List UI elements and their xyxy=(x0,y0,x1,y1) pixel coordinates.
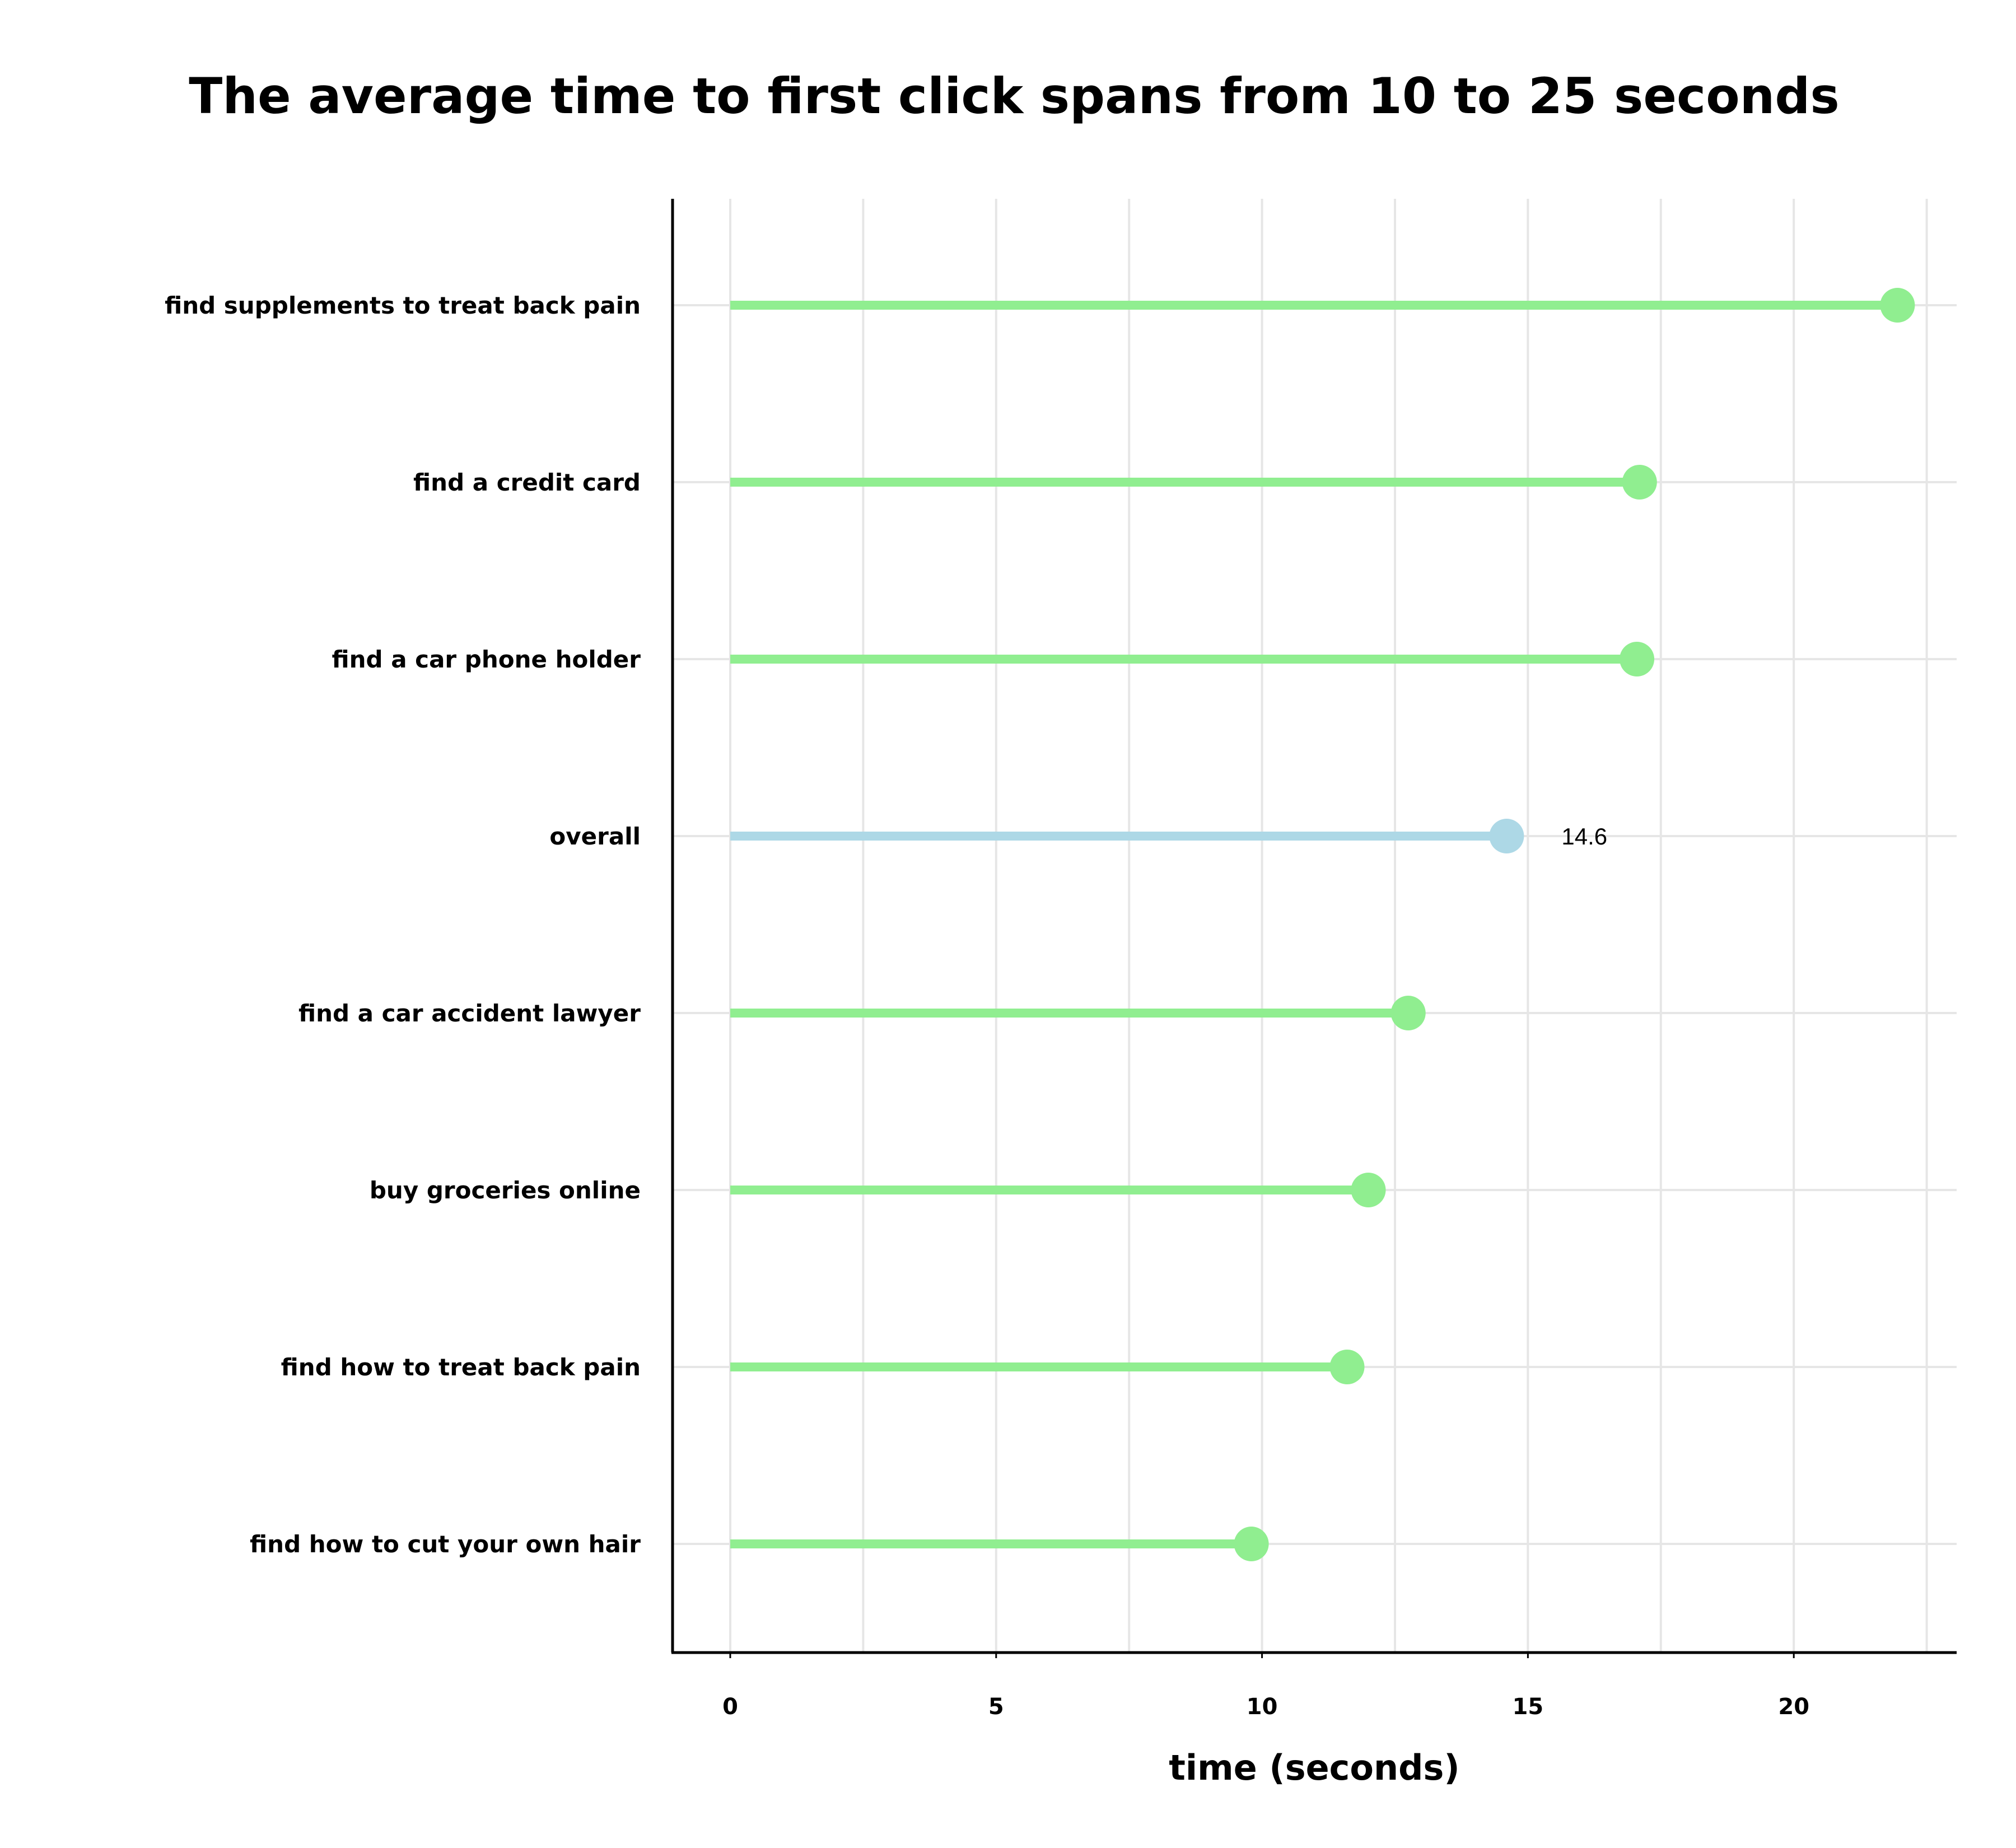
x-tick-label: 10 xyxy=(1247,1694,1278,1720)
grid-lines xyxy=(673,199,1957,1653)
lollipop-dot xyxy=(1489,819,1524,853)
category-label: find a car phone holder xyxy=(332,646,641,673)
lollipop-dot xyxy=(1620,642,1655,676)
category-label: find supplements to treat back pain xyxy=(165,292,641,319)
category-label: find a car accident lawyer xyxy=(298,1000,641,1027)
value-labels: 14.6 xyxy=(1561,823,1607,850)
lollipop-dot xyxy=(1390,996,1426,1030)
axes xyxy=(671,199,1957,1654)
chart-title: The average time to first click spans fr… xyxy=(189,67,1839,125)
value-label: 14.6 xyxy=(1561,823,1607,850)
x-tick-label: 15 xyxy=(1513,1694,1544,1720)
category-labels: find supplements to treat back pain find … xyxy=(165,292,641,1558)
lollipop-stems xyxy=(730,301,1898,1548)
lollipop-dot xyxy=(1880,288,1915,323)
lollipop-dot xyxy=(1622,465,1657,500)
lollipop-dot xyxy=(1329,1350,1365,1384)
x-tick-labels: 0 5 10 15 20 xyxy=(722,1653,1809,1720)
category-label: buy groceries online xyxy=(370,1177,641,1204)
x-tick-label: 0 xyxy=(722,1694,738,1720)
category-label: find how to treat back pain xyxy=(281,1354,641,1381)
category-label: find a credit card xyxy=(413,469,641,496)
category-label: overall xyxy=(549,823,641,850)
lollipop-dot xyxy=(1351,1173,1386,1207)
x-tick-label: 5 xyxy=(988,1694,1004,1720)
category-label: find how to cut your own hair xyxy=(250,1530,641,1558)
lollipop-dots xyxy=(1234,288,1915,1561)
x-tick-label: 20 xyxy=(1778,1694,1809,1720)
lollipop-dot xyxy=(1234,1527,1269,1561)
x-axis-title: time (seconds) xyxy=(1169,1747,1460,1788)
